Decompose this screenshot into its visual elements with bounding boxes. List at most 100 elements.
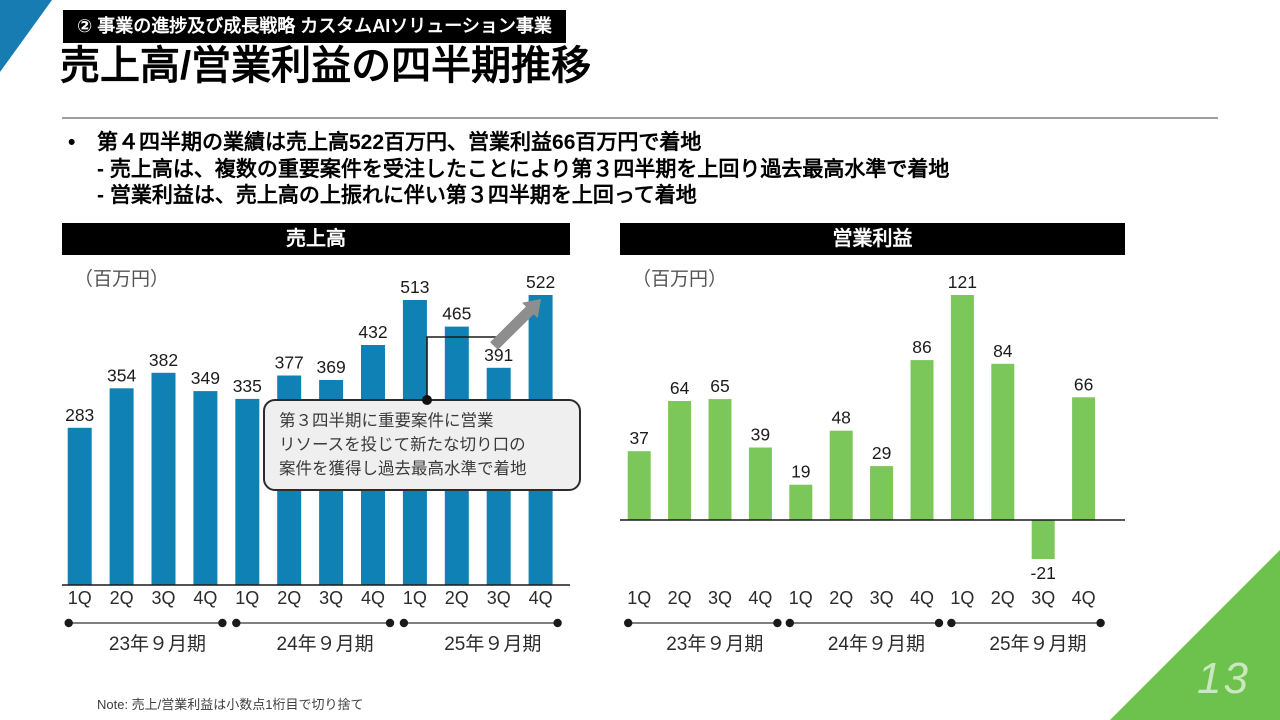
quarter-label: 2Q — [277, 588, 301, 608]
bar — [748, 447, 772, 520]
bar — [789, 484, 813, 520]
quarter-label: 1Q — [68, 588, 92, 608]
quarter-label: 1Q — [789, 588, 813, 608]
bar-value-label: 121 — [948, 272, 977, 292]
callout-line-2: リソースを投じて新たな切り口の — [279, 436, 526, 454]
year-group-dot — [1096, 618, 1105, 628]
bar-value-label: 354 — [107, 365, 136, 385]
bar — [1072, 397, 1096, 520]
bar-value-label: 37 — [629, 428, 648, 448]
bar-value-label: 283 — [65, 405, 94, 425]
quarter-label: 2Q — [991, 588, 1015, 608]
year-group-label: 23年９月期 — [109, 633, 206, 655]
quarter-label: 4Q — [1072, 588, 1096, 608]
year-group-dot — [934, 618, 944, 628]
bar — [109, 388, 134, 585]
footnote: Note: 売上/営業利益は小数点1桁目で切り捨て — [97, 697, 364, 712]
quarter-label: 3Q — [151, 588, 175, 608]
quarter-label: 2Q — [445, 588, 469, 608]
bar — [235, 398, 260, 585]
year-group-dot — [232, 618, 241, 628]
bar-value-label: 84 — [993, 341, 1013, 361]
bar — [67, 427, 92, 585]
year-group-label: 24年９月期 — [828, 633, 925, 655]
quarter-label: 1Q — [627, 588, 651, 608]
bar — [870, 466, 894, 520]
bar-value-label: 513 — [400, 277, 429, 297]
bar-value-label: 39 — [751, 425, 770, 445]
bar — [151, 372, 176, 585]
quarter-label: 3Q — [319, 588, 343, 608]
bar-value-label: 64 — [670, 378, 690, 398]
quarter-label: 4Q — [748, 588, 772, 608]
quarter-label: 2Q — [668, 588, 692, 608]
year-group-label: 23年９月期 — [666, 633, 763, 655]
bar — [910, 360, 934, 520]
year-group-dot — [218, 618, 227, 628]
quarter-label: 3Q — [708, 588, 732, 608]
page-number: 13 — [1197, 654, 1250, 703]
bar — [950, 295, 974, 520]
section-badge: ② 事業の進捗及び成長戦略 カスタムAIソリューション事業 — [63, 10, 566, 43]
callout-line-3: 案件を獲得し過去最高水準で着地 — [279, 460, 527, 478]
bullet-marker: • — [68, 131, 76, 154]
year-group-dot — [624, 618, 633, 628]
bar — [991, 363, 1015, 520]
bar-value-label: 465 — [442, 304, 471, 324]
quarter-label: 2Q — [110, 588, 134, 608]
bar — [708, 399, 732, 520]
bar-value-label: 86 — [912, 337, 931, 357]
year-group-dot — [385, 618, 395, 628]
year-group-dot — [553, 618, 562, 628]
bar-value-label: 522 — [526, 272, 555, 292]
bullet-line-1: 第４四半期の業績は売上高522百万円、営業利益66百万円で着地 — [97, 131, 702, 154]
bar — [668, 401, 692, 520]
page-title: 売上高/営業利益の四半期推移 — [60, 44, 592, 88]
year-group-dot — [773, 618, 782, 628]
year-group-dot — [399, 618, 409, 628]
bar-value-label: 66 — [1074, 374, 1093, 394]
bar-value-label: 48 — [831, 408, 850, 428]
bar-value-label: 369 — [316, 357, 345, 377]
sales-chart-title: 売上高 — [62, 223, 570, 255]
bar-value-label: 19 — [791, 462, 810, 482]
profit-unit-label: （百万円） — [632, 269, 728, 290]
title-divider — [62, 117, 1218, 119]
bar-value-label: 349 — [191, 368, 220, 388]
bar-value-label: 29 — [872, 443, 891, 463]
bar-value-label: 377 — [275, 353, 304, 373]
bar — [829, 430, 853, 520]
quarter-label: 1Q — [403, 588, 427, 608]
bullet-line-3: - 営業利益は、売上高の上振れに伴い第３四半期を上回って着地 — [97, 184, 697, 207]
bar-value-label: 432 — [358, 322, 387, 342]
quarter-label: 4Q — [193, 588, 217, 608]
year-group-dot — [947, 618, 956, 628]
quarter-label: 3Q — [1031, 588, 1055, 608]
top-left-corner-accent — [0, 0, 52, 72]
bar-value-label: 335 — [233, 376, 262, 396]
profit-chart-title: 営業利益 — [620, 223, 1125, 255]
bar-value-label: 391 — [484, 345, 513, 365]
quarter-label: 4Q — [361, 588, 385, 608]
quarter-label: 4Q — [910, 588, 934, 608]
year-group-dot — [64, 618, 73, 628]
quarter-label: 2Q — [829, 588, 853, 608]
annotation-callout: 第３四半期に重要案件に営業 リソースを投じて新たな切り口の 案件を獲得し過去最高… — [263, 399, 581, 491]
bar-value-label: -21 — [1031, 563, 1056, 583]
bar — [193, 391, 218, 585]
quarter-label: 1Q — [235, 588, 259, 608]
profit-bar-chart: 37 1Q 64 2Q 65 3Q 39 4Q 19 1Q 48 2Q 29 3Q 86 4Q 121 1Q 84 2… — [620, 272, 1125, 655]
quarter-label: 3Q — [870, 588, 894, 608]
sales-unit-label: （百万円） — [74, 269, 170, 290]
bar — [627, 451, 651, 520]
year-group-label: 24年９月期 — [277, 633, 374, 655]
bar — [1031, 520, 1055, 559]
bar-value-label: 65 — [710, 376, 729, 396]
bar-value-label: 382 — [149, 350, 178, 370]
summary-bullets: • 第４四半期の業績は売上高522百万円、営業利益66百万円で着地 - 売上高は… — [68, 130, 949, 210]
callout-line-1: 第３四半期に重要案件に営業 — [279, 412, 494, 430]
bullet-line-2: - 売上高は、複数の重要案件を受注したことにより第３四半期を上回り過去最高水準で… — [97, 157, 950, 181]
quarter-label: 3Q — [487, 588, 511, 608]
year-group-dot — [785, 618, 794, 628]
quarter-label: 4Q — [529, 588, 553, 608]
